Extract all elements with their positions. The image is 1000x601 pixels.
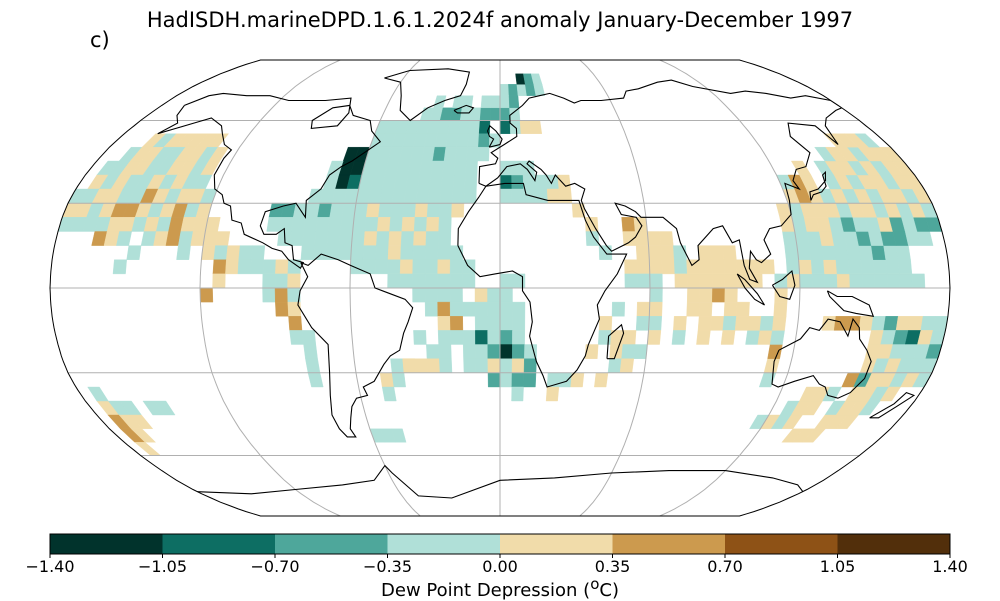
coastline	[384, 68, 471, 122]
grid-cell	[461, 95, 474, 108]
grid-cell	[112, 259, 127, 275]
colorbar-tick-label: −1.05	[137, 557, 188, 576]
grid-cell	[154, 400, 176, 416]
colorbar-tick-label: 1.05	[819, 557, 856, 576]
coastline	[457, 182, 628, 388]
coastline	[606, 323, 625, 360]
grid-cell	[879, 386, 901, 402]
grid-cell	[381, 386, 397, 402]
grid-cell	[87, 386, 109, 402]
colorbar-bin	[500, 534, 613, 554]
panel-label: c)	[90, 28, 110, 52]
colorbar-tick-label: 1.40	[932, 557, 968, 576]
grid-cell	[696, 330, 711, 345]
grid-cell	[671, 330, 686, 345]
colorbar-tick-label: 0.00	[482, 557, 518, 576]
colorbar-label: Dew Point Depression (oC)	[381, 575, 619, 601]
colorbar-tick-label: 0.70	[707, 557, 743, 576]
grid-cell	[433, 95, 447, 108]
colorbar-bin	[612, 534, 726, 554]
grid-cell	[477, 147, 490, 162]
colorbar-tick-label: −1.40	[25, 557, 75, 576]
grid-cell	[802, 428, 826, 443]
coastline	[809, 170, 827, 201]
coastline	[197, 464, 804, 499]
grid-cell	[858, 400, 881, 416]
coastline	[453, 104, 475, 114]
colorbar-tick-label: −0.70	[250, 557, 300, 576]
grid-cell	[391, 428, 407, 443]
coastline	[771, 317, 872, 399]
grid-cell	[129, 414, 154, 429]
coastline	[297, 253, 414, 438]
grid-cell	[611, 301, 626, 317]
grid-cell	[126, 245, 142, 260]
grid-cell	[130, 428, 157, 443]
colorbar-bin	[275, 534, 388, 554]
colorbar-tick-label: −0.35	[362, 557, 413, 576]
colorbar-bin	[50, 534, 163, 554]
grid-cell	[854, 133, 881, 148]
anomaly-grid	[57, 73, 949, 456]
coastline	[771, 269, 796, 300]
grid-cell	[530, 73, 543, 85]
coastline	[157, 92, 382, 270]
coastline	[487, 124, 503, 148]
map-title: HadISDH.marineDPD.1.6.1.2024f anomaly Ja…	[146, 8, 854, 32]
grid-cell	[720, 330, 736, 345]
grid-cell	[545, 386, 560, 402]
grid-cell	[734, 316, 750, 331]
colorbar-bin	[725, 534, 838, 554]
colorbar-bin	[387, 534, 501, 554]
map-boundary	[49, 59, 951, 517]
coastline	[478, 79, 844, 284]
colorbar-tick-label: 0.35	[594, 557, 631, 576]
grid-cell	[802, 400, 823, 416]
colorbar-bin	[837, 534, 951, 554]
coastline	[826, 290, 875, 317]
colorbar-bin	[162, 534, 276, 554]
grid-cell	[176, 245, 191, 260]
coastlines	[157, 68, 916, 499]
graticule	[50, 59, 950, 517]
coastline	[869, 391, 916, 419]
coastline	[736, 273, 765, 306]
grid-cell	[511, 386, 524, 402]
grid-cell	[835, 414, 859, 429]
